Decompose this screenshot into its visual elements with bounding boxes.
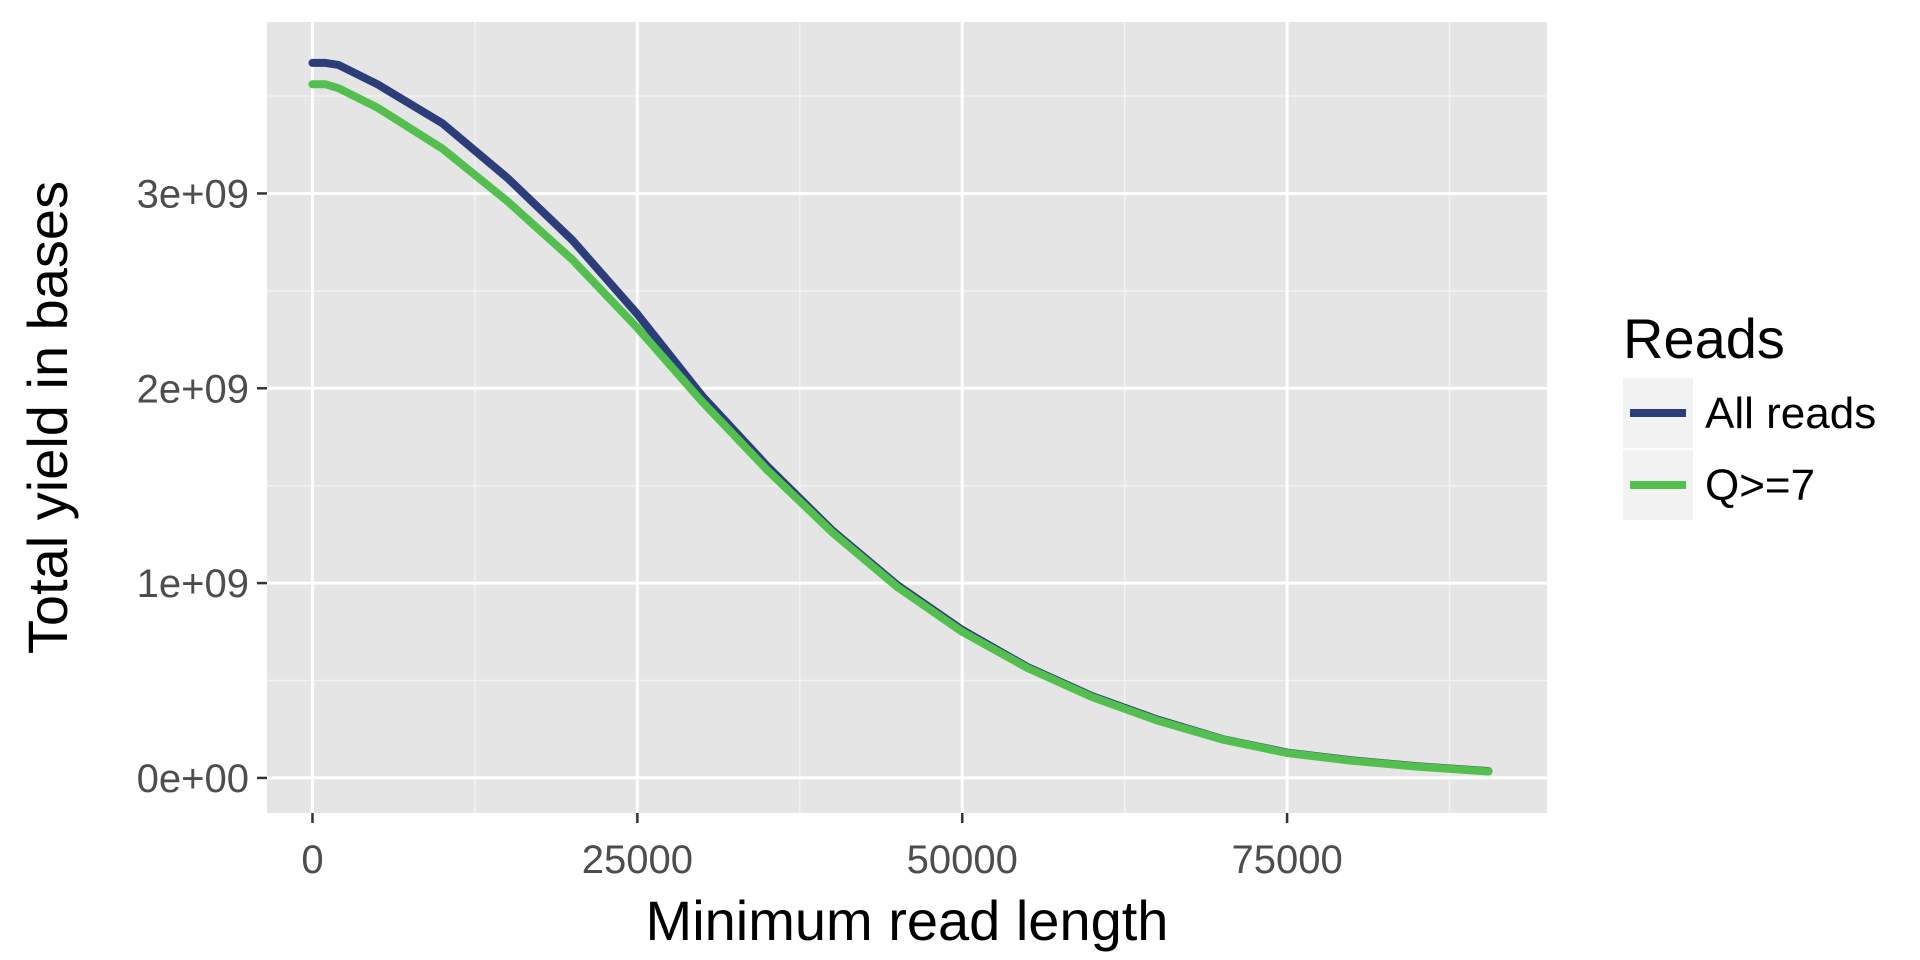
legend-label: Q>=7	[1705, 461, 1815, 510]
y-tick-label: 3e+09	[137, 172, 249, 216]
legend-label: All reads	[1705, 389, 1876, 438]
y-tick-label: 0e+00	[137, 757, 249, 801]
x-tick-label: 50000	[907, 838, 1018, 882]
y-axis: 0e+00 1e+09 2e+09 3e+09	[137, 172, 267, 801]
x-tick-label: 75000	[1231, 838, 1342, 882]
grid	[267, 22, 1547, 813]
x-axis-title: Minimum read length	[646, 889, 1169, 952]
legend: Reads All reads Q>=7	[1623, 307, 1876, 520]
series-line-2	[308, 80, 1493, 776]
y-axis-title: Total yield in bases	[16, 181, 79, 654]
y-tick-label: 1e+09	[137, 562, 249, 606]
x-tick-label: 0	[301, 838, 323, 882]
legend-title: Reads	[1623, 307, 1785, 370]
x-tick-label: 25000	[582, 838, 693, 882]
x-axis: 0 25000 50000 75000	[301, 813, 1343, 882]
series-lines	[308, 58, 1493, 776]
y-tick-label: 2e+09	[137, 367, 249, 411]
